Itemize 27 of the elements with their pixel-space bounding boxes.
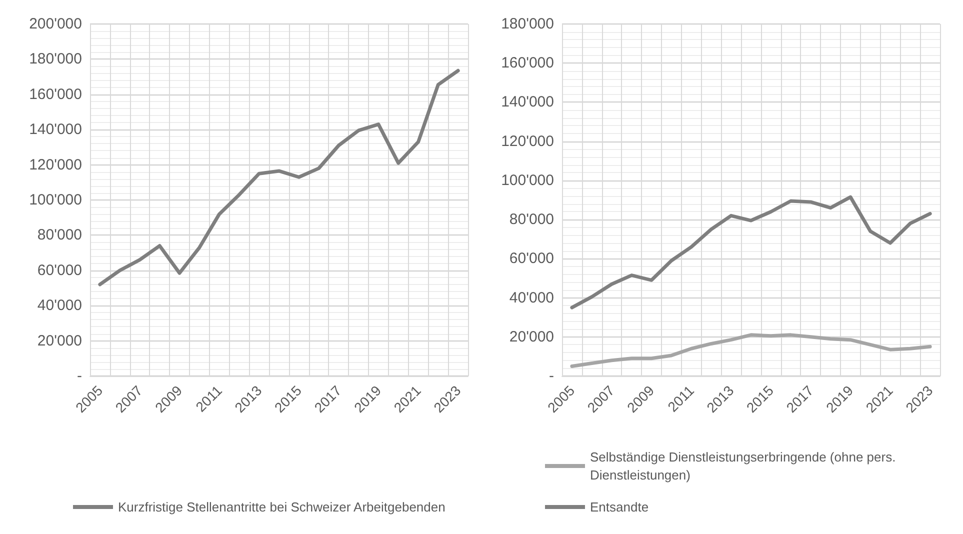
legend-label: Selbständige Dienstleistungserbringende (ohne pers. Dienstleistungen): [590, 450, 900, 482]
line-series: [570, 195, 932, 310]
y-tick-label: 160'000: [29, 86, 82, 103]
y-tick-label: 60'000: [509, 250, 554, 268]
y-tick-label: 20'000: [37, 332, 82, 350]
y-tick-label: 80'000: [37, 226, 82, 244]
y-tick-label: -: [77, 368, 82, 384]
y-tick-label: 200'000: [29, 16, 82, 32]
line-series: [98, 68, 460, 286]
y-tick-label: 40'000: [509, 289, 554, 306]
y-tick-label: 100'000: [29, 192, 82, 208]
y-tick-label: 60'000: [37, 262, 82, 279]
y-tick-label: 180'000: [29, 50, 82, 68]
y-tick-label: 100'000: [501, 172, 554, 189]
y-tick-label: 80'000: [509, 211, 554, 228]
y-tick-label: 160'000: [501, 54, 554, 72]
y-tick-label: 140'000: [501, 94, 554, 111]
y-tick-label: 120'000: [501, 132, 554, 150]
line-series: [570, 333, 932, 368]
y-tick-label: 120'000: [29, 156, 82, 174]
y-tick-label: 180'000: [501, 16, 554, 32]
y-tick-label: -: [549, 368, 554, 384]
y-tick-label: 140'000: [29, 121, 82, 138]
legend-label: Entsandte: [590, 500, 649, 514]
y-tick-label: 20'000: [509, 328, 554, 346]
legend-label: Kurzfristige Stellenantritte bei Schweizer Arbeitgebenden: [118, 500, 446, 514]
y-tick-label: 40'000: [37, 297, 82, 314]
